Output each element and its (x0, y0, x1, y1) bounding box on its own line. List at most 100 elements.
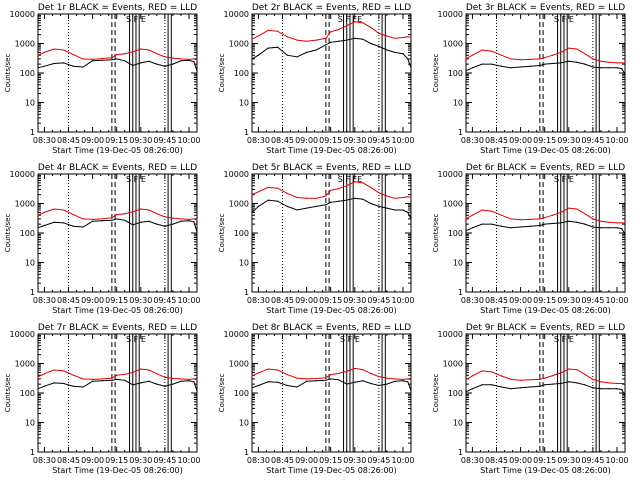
series-events-point (544, 384, 546, 386)
series-events-point (196, 231, 198, 233)
series-lld-point (101, 218, 103, 220)
series-events-point (132, 64, 134, 67)
x-tick-label: 09:00 (295, 456, 318, 465)
series-lld-point (180, 218, 182, 220)
x-tick-label: 09:00 (509, 456, 532, 465)
series-events-point (172, 223, 174, 225)
series-lld-point (407, 378, 409, 380)
series-lld-point (544, 57, 546, 59)
series-lld-point (82, 378, 84, 380)
plot-frame (465, 333, 626, 453)
series-events-point (624, 395, 626, 397)
series-lld-point (43, 373, 46, 375)
series-events-point (407, 58, 409, 60)
y-axis-label: Counts/sec (4, 374, 12, 413)
y-tick-label: 10000 (438, 10, 463, 19)
series-lld-point (63, 209, 65, 211)
series-lld-point (402, 36, 404, 39)
series-events-point (172, 383, 174, 385)
series-events-point (608, 388, 610, 390)
x-tick-label: 09:00 (81, 456, 104, 465)
series-lld-point (592, 218, 594, 220)
y-axis-label: Counts/sec (4, 54, 12, 93)
series-lld-point (510, 58, 512, 60)
series-events-point (510, 388, 512, 390)
series-events-point (560, 382, 562, 385)
series-events-point (267, 381, 269, 383)
x-tick-label: 09:45 (153, 456, 176, 465)
series-events-point (520, 66, 522, 68)
x-tick-label: 09:45 (367, 296, 390, 305)
series-events-point (346, 383, 348, 385)
series-lld-point (72, 54, 74, 56)
plot-frame (251, 173, 412, 293)
series-lld-point (124, 213, 126, 215)
series-lld-point (124, 373, 126, 375)
series-events-point (520, 387, 522, 389)
series-lld-point (148, 369, 150, 371)
series-events-point (257, 205, 260, 207)
series-events-point (584, 223, 586, 225)
series-lld-point (72, 214, 74, 216)
y-tick-label: 10000 (10, 10, 35, 19)
series-events-point (362, 380, 364, 382)
series-lld-point (346, 185, 348, 187)
series-lld-point (491, 371, 493, 373)
series-lld-point (552, 54, 554, 56)
series-events-point (124, 219, 126, 221)
panel-title: Det 4r BLACK = Events, RED = LLD (38, 163, 197, 173)
series-events-point (172, 63, 174, 65)
x-tick-label: 08:30 (33, 296, 56, 305)
series-events-point (193, 221, 195, 223)
series-events-point (43, 385, 46, 387)
series-events-point (132, 384, 134, 386)
series-lld-point (116, 374, 118, 376)
y-tick-label: 1 (458, 288, 463, 297)
series-lld-point (286, 36, 288, 38)
x-axis-label: Start Time (19-Dec-05 08:26:00) (480, 306, 611, 315)
series-events-line (37, 218, 198, 232)
series-events-point (491, 384, 493, 386)
x-tick-label: 09:30 (557, 296, 580, 305)
series-lld-point (180, 58, 182, 60)
series-lld-point (544, 217, 546, 219)
series-events-point (251, 211, 253, 213)
series-events-point (576, 61, 578, 63)
y-tick-label: 1 (30, 128, 35, 137)
series-lld-point (529, 218, 531, 220)
y-tick-label: 1 (30, 288, 35, 297)
series-events-point (296, 209, 298, 211)
series-events-point (296, 56, 298, 58)
series-lld-point (315, 377, 317, 380)
series-events-point (552, 62, 554, 65)
series-events-point (362, 198, 364, 200)
series-lld-point (193, 58, 195, 60)
series-events-point (92, 60, 94, 62)
series-lld-point (156, 213, 158, 215)
plot-frame (37, 333, 198, 453)
series-lld-point (410, 36, 412, 39)
x-tick-label: 10:00 (177, 296, 200, 305)
series-lld-point (378, 375, 380, 378)
series-events-point (407, 381, 409, 383)
x-tick-label: 09:15 (533, 136, 556, 145)
x-tick-label: 08:30 (247, 136, 270, 145)
series-lld-point (116, 214, 118, 216)
series-events-point (600, 388, 602, 390)
series-events-point (378, 384, 380, 387)
x-tick-label: 10:00 (391, 296, 414, 305)
series-events-point (315, 205, 317, 207)
series-events-point (37, 388, 39, 390)
series-events-point (116, 218, 118, 220)
series-events-point (394, 380, 396, 382)
series-lld-point (378, 32, 380, 34)
series-lld-point (277, 30, 279, 32)
series-lld-point (354, 181, 356, 183)
series-lld-point (306, 197, 308, 199)
series-events-point (616, 227, 618, 229)
series-lld-point (82, 218, 84, 220)
